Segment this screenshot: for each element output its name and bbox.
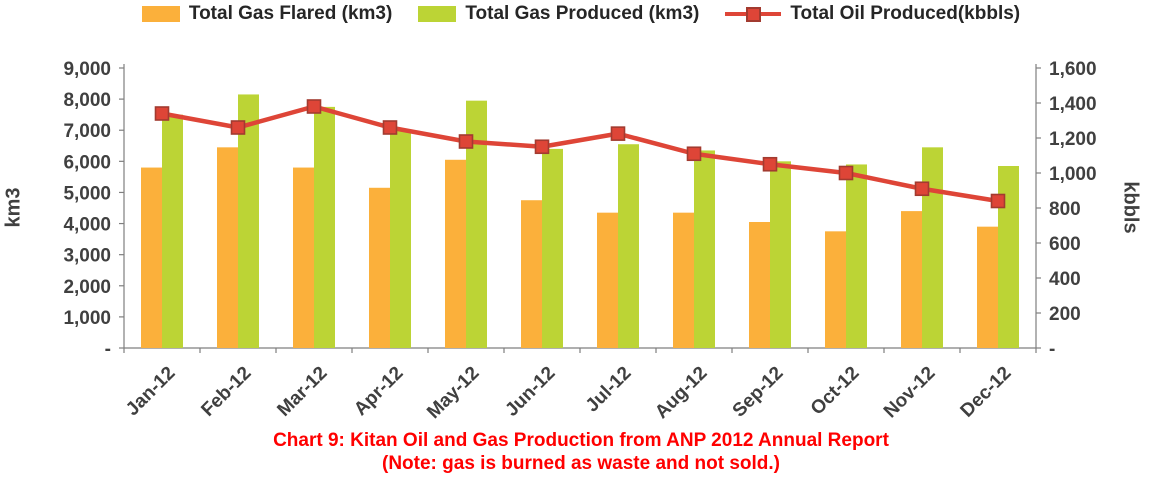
svg-text:8,000: 8,000 <box>63 90 111 111</box>
title-block: Chart 9: Kitan Oil and Gas Production fr… <box>0 429 1162 475</box>
bar-gas-produced <box>390 130 411 348</box>
svg-text:3,000: 3,000 <box>63 246 111 267</box>
svg-text:1,000: 1,000 <box>63 308 111 329</box>
bar-gas-flared <box>977 226 998 348</box>
svg-text:4,000: 4,000 <box>63 215 111 236</box>
bars-gas-flared <box>141 147 998 348</box>
svg-text:Jun-12: Jun-12 <box>501 363 559 421</box>
bar-gas-produced <box>846 164 867 348</box>
svg-text:400: 400 <box>1049 269 1081 290</box>
chart-subtitle: (Note: gas is burned as waste and not so… <box>382 453 780 475</box>
svg-text:1,400: 1,400 <box>1049 94 1097 115</box>
oil-marker <box>610 126 626 141</box>
oil-marker <box>154 106 170 121</box>
bars-gas-produced <box>162 94 1019 349</box>
bar-gas-produced <box>770 161 791 348</box>
bar-gas-flared <box>825 231 846 348</box>
bar-gas-produced <box>314 106 335 348</box>
oil-marker <box>382 120 398 135</box>
svg-text:Nov-12: Nov-12 <box>880 363 940 423</box>
oil-marker <box>762 156 778 172</box>
bar-gas-produced <box>542 148 563 348</box>
svg-text:Apr-12: Apr-12 <box>350 363 407 420</box>
bar-gas-flared <box>901 211 922 348</box>
svg-text:-: - <box>105 339 111 360</box>
svg-text:May-12: May-12 <box>423 363 483 423</box>
svg-text:Oct-12: Oct-12 <box>807 363 864 420</box>
legend-item-oil-produced: Total Oil Produced(kbbls) <box>725 3 1020 25</box>
axes <box>123 64 1037 353</box>
svg-text:1,200: 1,200 <box>1049 129 1097 150</box>
svg-text:Feb-12: Feb-12 <box>197 363 255 421</box>
svg-text:9,000: 9,000 <box>63 59 111 80</box>
left-axis-title: km3 <box>2 187 25 228</box>
svg-text:800: 800 <box>1049 199 1081 220</box>
bar-gas-flared <box>673 212 694 348</box>
bar-gas-flared <box>597 212 618 348</box>
gas-flared-swatch <box>141 6 180 22</box>
legend-label-gas-produced: Total Gas Produced (km3) <box>465 3 700 24</box>
legend-label-oil-produced: Total Oil Produced(kbbls) <box>790 3 1021 24</box>
svg-text:200: 200 <box>1049 304 1081 325</box>
bar-gas-flared <box>521 200 542 348</box>
left-axis-ticks: - 1,000 2,000 3,000 4,000 5,000 6,000 7,000 8,00… <box>63 59 124 360</box>
oil-marker <box>306 99 322 114</box>
bar-gas-produced <box>466 100 487 349</box>
oil-marker <box>534 139 550 155</box>
svg-text:Dec-12: Dec-12 <box>957 363 1016 422</box>
oil-marker <box>230 120 246 135</box>
oil-produced-swatch <box>725 6 782 22</box>
svg-text:Sep-12: Sep-12 <box>729 363 788 422</box>
line-oil-produced <box>154 99 1006 209</box>
right-axis-title: kbbls <box>1119 181 1142 234</box>
legend-marker-icon <box>746 7 762 22</box>
svg-text:5,000: 5,000 <box>63 183 111 204</box>
svg-text:1,000: 1,000 <box>1049 164 1097 185</box>
bar-gas-produced <box>694 150 715 348</box>
svg-text:Jul-12: Jul-12 <box>582 363 636 417</box>
svg-text:6,000: 6,000 <box>63 152 111 173</box>
x-axis-labels: Jan-12 Feb-12 Mar-12 Apr-12 May-12 Jun-12 Jul-… <box>122 363 1015 423</box>
bar-gas-produced <box>618 144 639 348</box>
svg-text:2,000: 2,000 <box>63 277 111 298</box>
oil-marker <box>838 165 854 181</box>
legend-item-gas-produced: Total Gas Produced (km3) <box>418 3 699 25</box>
oil-marker <box>458 134 474 149</box>
svg-text:600: 600 <box>1049 234 1081 255</box>
oil-marker <box>990 193 1006 209</box>
svg-text:-: - <box>1049 339 1055 360</box>
bar-gas-flared <box>749 222 770 348</box>
bar-gas-flared <box>369 187 390 348</box>
bar-gas-flared <box>445 159 466 348</box>
right-axis-ticks: - 200 400 600 800 1,000 1,200 1,400 1,600 <box>1036 59 1097 360</box>
bar-gas-flared <box>217 147 238 348</box>
bar-gas-flared <box>141 167 162 348</box>
legend-label-gas-flared: Total Gas Flared (km3) <box>188 3 393 24</box>
bar-gas-produced <box>238 94 259 348</box>
bar-gas-produced <box>162 114 183 349</box>
svg-text:1,600: 1,600 <box>1049 59 1097 80</box>
svg-text:Mar-12: Mar-12 <box>273 363 331 421</box>
oil-marker <box>686 146 702 162</box>
svg-text:Jan-12: Jan-12 <box>122 363 179 420</box>
gas-produced-swatch <box>418 6 457 22</box>
svg-text:7,000: 7,000 <box>63 121 111 142</box>
bar-gas-produced <box>922 147 943 348</box>
chart-legend: Total Gas Flared (km3) Total Gas Produce… <box>0 3 1162 25</box>
chart-title: Chart 9: Kitan Oil and Gas Production fr… <box>273 430 889 451</box>
svg-text:Aug-12: Aug-12 <box>651 363 711 423</box>
legend-item-gas-flared: Total Gas Flared (km3) <box>141 3 393 25</box>
bar-gas-produced <box>998 166 1019 348</box>
bar-gas-flared <box>293 167 314 348</box>
oil-marker <box>914 181 930 197</box>
